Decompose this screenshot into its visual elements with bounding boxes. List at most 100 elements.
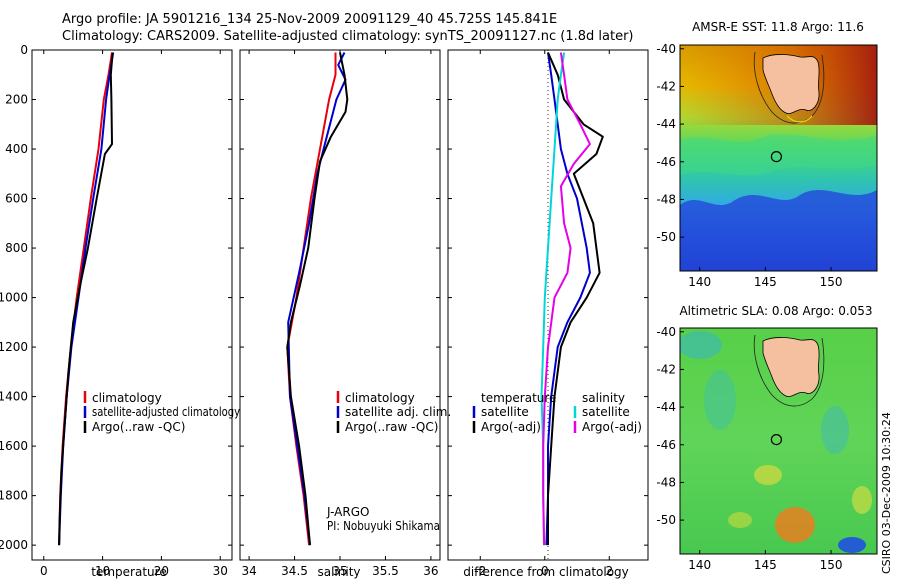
y-tick-label: 1000 xyxy=(0,291,28,305)
y-tick-label: -44 xyxy=(656,400,676,414)
x-tick-label: 140 xyxy=(688,275,711,289)
sla-anomaly-high xyxy=(852,486,872,514)
tasmania-land xyxy=(762,337,820,398)
y-tick-label: -42 xyxy=(656,79,676,93)
salinity-lines xyxy=(286,52,349,546)
temperature-axes xyxy=(31,49,233,561)
temperature-xlabel: temperature xyxy=(91,565,166,579)
legend-label-sal-argo: Argo(-adj) xyxy=(582,420,642,434)
y-tick-label: -50 xyxy=(656,513,676,527)
legend-label-argo: Argo(..raw -QC) xyxy=(92,420,185,434)
legend-label-satellite-adjusted: satellite adj. clim. xyxy=(345,405,451,419)
y-tick-label: -46 xyxy=(656,155,676,169)
sla-anomaly-low xyxy=(821,406,849,454)
sst-map-frame xyxy=(679,44,878,272)
y-tick-label: 1600 xyxy=(0,439,28,453)
x-tick-label: 2 xyxy=(605,564,613,578)
y-tick-label: -42 xyxy=(656,362,676,376)
difference-xlabel: difference from climatology xyxy=(463,565,629,579)
y-tick-label: 2000 xyxy=(0,538,28,552)
x-tick-label: -2 xyxy=(474,564,486,578)
y-tick-label: 0 xyxy=(20,43,28,57)
legend-label-climatology: climatology xyxy=(92,391,162,405)
sla-anomaly-low xyxy=(680,331,722,359)
legend-label-climatology: climatology xyxy=(345,391,415,405)
y-tick-label: -40 xyxy=(656,325,676,339)
legend-label-temp-satellite: satellite xyxy=(481,405,529,419)
series-line-argo-raw-qc- xyxy=(286,52,349,546)
y-tick-label: -48 xyxy=(656,192,676,206)
x-tick-label: 35.5 xyxy=(372,564,399,578)
legend-label-sal-satellite: satellite xyxy=(582,405,630,419)
legend-title-temperature: temperature xyxy=(481,391,556,405)
series-line-temperature-argo-adj- xyxy=(547,52,604,546)
temperature-lines xyxy=(58,52,115,546)
sla-anomaly-high xyxy=(775,507,815,543)
y-tick-label: -50 xyxy=(656,230,676,244)
x-tick-label: 34.5 xyxy=(281,564,308,578)
x-tick-label: 20 xyxy=(154,564,169,578)
y-tick-label: -40 xyxy=(656,42,676,56)
x-tick-label: 150 xyxy=(820,558,843,572)
y-tick-label: 1200 xyxy=(0,340,28,354)
x-tick-label: 150 xyxy=(820,275,843,289)
sla-anomaly-high xyxy=(728,512,752,528)
principal-investigator-label: PI: Nobuyuki Shikama xyxy=(327,519,440,533)
x-tick-label: 30 xyxy=(213,564,228,578)
figure-title-line-1: Argo profile: JA 5901216_134 25-Nov-2009… xyxy=(62,12,558,27)
sla-map-frame xyxy=(679,327,878,555)
sst-map-ticks: 140 145 150 -40 -42 -44 -46 -48 -50 xyxy=(656,42,842,289)
sla-anomaly-high xyxy=(754,465,782,485)
sla-anomaly-low xyxy=(704,370,736,430)
y-tick-label: 800 xyxy=(5,241,28,255)
difference-ticks: -2 0 2 xyxy=(448,49,648,578)
y-tick-label: 1400 xyxy=(0,390,28,404)
x-tick-label: 10 xyxy=(95,564,110,578)
bathymetry-contour xyxy=(753,51,825,124)
salinity-ticks: 34 34.5 35 35.5 36 xyxy=(240,49,440,578)
x-tick-label: 34 xyxy=(241,564,256,578)
difference-legend: temperature satellite Argo(-adj) salinit… xyxy=(472,391,642,434)
y-tick-label: -48 xyxy=(656,475,676,489)
argo-position-marker xyxy=(770,151,783,163)
x-tick-label: 145 xyxy=(754,275,777,289)
salinity-legend: climatology satellite adj. clim. Argo(..… xyxy=(336,391,451,434)
salinity-xlabel: salinity xyxy=(317,565,360,579)
credit-timestamp: CSIRO 03-Dec-2009 10:30:24 xyxy=(880,412,893,574)
legend-label-argo: Argo(..raw -QC) xyxy=(345,420,438,434)
difference-lines xyxy=(540,52,604,546)
sst-map-title: AMSR-E SST: 11.8 Argo: 11.6 xyxy=(692,20,864,34)
y-tick-label: 200 xyxy=(5,93,28,107)
sla-map xyxy=(680,328,877,554)
x-tick-label: 145 xyxy=(754,558,777,572)
series-line-argo-raw-qc- xyxy=(58,52,114,546)
series-line-salinity-argo-adj- xyxy=(542,52,591,546)
y-tick-label: -46 xyxy=(656,438,676,452)
sla-map-title: Altimetric SLA: 0.08 Argo: 0.053 xyxy=(679,304,872,318)
x-tick-label: 35 xyxy=(332,564,347,578)
sla-anomaly-low xyxy=(838,537,866,553)
sst-map xyxy=(680,45,877,271)
sla-map-ticks: 140 145 150 -40 -42 -44 -46 -48 -50 xyxy=(656,325,842,572)
y-tick-label: 400 xyxy=(5,142,28,156)
legend-title-salinity: salinity xyxy=(582,391,625,405)
x-tick-label: 36 xyxy=(423,564,438,578)
front-contour xyxy=(786,115,813,123)
tasmania-land xyxy=(762,54,820,115)
x-tick-label: 0 xyxy=(40,564,48,578)
bathymetry-contour xyxy=(753,334,825,407)
argo-position-marker xyxy=(770,434,783,446)
figure-title-line-2: Climatology: CARS2009. Satellite-adjuste… xyxy=(62,29,634,44)
temperature-legend: climatology satellite-adjusted climatolo… xyxy=(83,391,240,434)
y-tick-label: 600 xyxy=(5,192,28,206)
legend-label-temp-argo: Argo(-adj) xyxy=(481,420,541,434)
x-tick-label: 140 xyxy=(688,558,711,572)
x-tick-label: 0 xyxy=(541,564,549,578)
float-program-label: J-ARGO xyxy=(326,505,369,519)
y-tick-label: 1800 xyxy=(0,489,28,503)
y-tick-label: -44 xyxy=(656,117,676,131)
temperature-ticks: 0 200 400 600 800 1000 1200 1400 1600 1800 2000 0 10… xyxy=(0,43,232,578)
sst-mid-band xyxy=(680,134,877,176)
legend-label-satellite-adjusted: satellite-adjusted climatology xyxy=(92,405,240,419)
